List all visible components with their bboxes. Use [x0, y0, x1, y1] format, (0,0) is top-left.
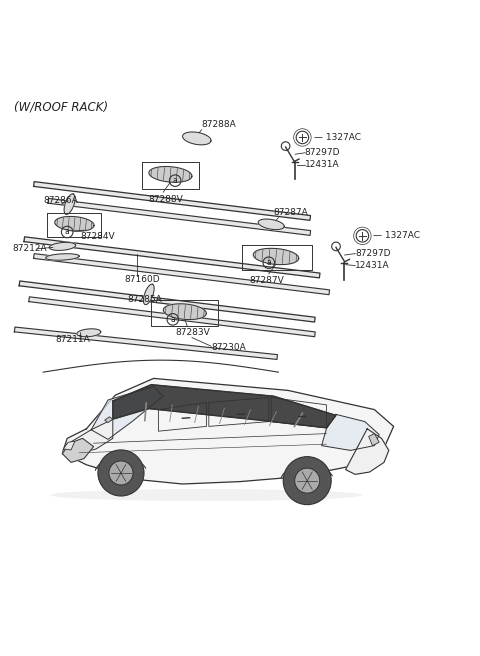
Text: 87287V: 87287V — [250, 276, 284, 285]
Text: 87230A: 87230A — [211, 342, 246, 352]
Polygon shape — [34, 254, 330, 295]
Text: 87284V: 87284V — [81, 232, 115, 241]
Text: 87212A: 87212A — [12, 244, 47, 253]
Polygon shape — [144, 284, 154, 304]
Text: 87283V: 87283V — [175, 328, 210, 337]
Polygon shape — [48, 198, 311, 236]
Text: a: a — [170, 315, 175, 324]
Text: 12431A: 12431A — [305, 160, 339, 169]
Text: 12431A: 12431A — [355, 261, 390, 270]
Text: 87297D: 87297D — [355, 249, 391, 258]
Circle shape — [283, 457, 331, 504]
Text: 87286A: 87286A — [43, 196, 78, 205]
Polygon shape — [63, 441, 75, 450]
Text: — 1327AC: — 1327AC — [373, 232, 420, 240]
Circle shape — [109, 461, 133, 485]
Polygon shape — [105, 417, 113, 422]
Circle shape — [98, 450, 144, 496]
Polygon shape — [253, 249, 299, 264]
Polygon shape — [258, 219, 284, 230]
Polygon shape — [322, 415, 379, 451]
Polygon shape — [113, 384, 336, 428]
Text: 87288V: 87288V — [149, 195, 183, 203]
Text: 87288A: 87288A — [202, 120, 236, 129]
Polygon shape — [55, 216, 94, 231]
Text: 87297D: 87297D — [305, 148, 340, 157]
Text: — 1327AC: — 1327AC — [314, 133, 361, 142]
Polygon shape — [24, 237, 320, 278]
Polygon shape — [163, 304, 206, 319]
Polygon shape — [49, 243, 75, 251]
Polygon shape — [369, 434, 379, 445]
Polygon shape — [62, 379, 394, 484]
Polygon shape — [64, 194, 75, 215]
Polygon shape — [62, 438, 94, 462]
Polygon shape — [34, 182, 311, 220]
Polygon shape — [67, 419, 113, 454]
Polygon shape — [29, 297, 315, 337]
Polygon shape — [46, 254, 79, 260]
Text: 87285A: 87285A — [127, 295, 162, 304]
Text: a: a — [65, 228, 70, 237]
Circle shape — [295, 468, 320, 493]
Polygon shape — [19, 281, 315, 322]
Text: a: a — [266, 258, 271, 267]
Polygon shape — [91, 386, 163, 440]
Polygon shape — [149, 167, 192, 182]
Text: 87211A: 87211A — [55, 335, 90, 344]
Text: 87160D: 87160D — [125, 275, 160, 283]
Polygon shape — [14, 327, 277, 359]
Text: a: a — [173, 176, 178, 185]
Text: 87287A: 87287A — [274, 208, 308, 216]
Polygon shape — [77, 329, 101, 337]
Polygon shape — [182, 132, 211, 145]
Text: (W/ROOF RACK): (W/ROOF RACK) — [14, 100, 108, 113]
Polygon shape — [346, 429, 389, 474]
Ellipse shape — [50, 489, 362, 501]
